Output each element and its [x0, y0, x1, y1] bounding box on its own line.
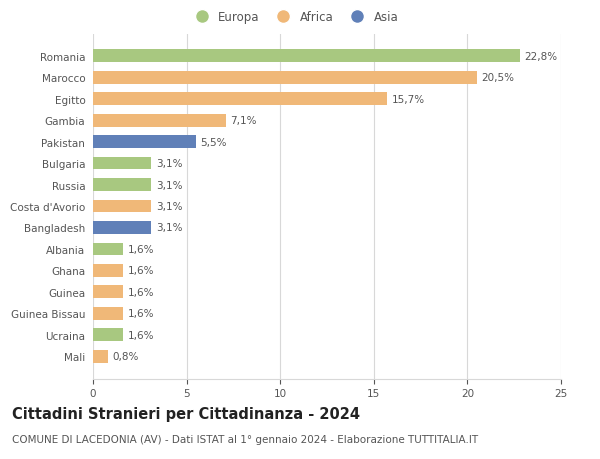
Text: 20,5%: 20,5% — [481, 73, 514, 83]
Text: 22,8%: 22,8% — [524, 51, 557, 62]
Text: 1,6%: 1,6% — [128, 245, 154, 254]
Bar — [93, 136, 196, 149]
Text: 1,6%: 1,6% — [128, 309, 154, 319]
Bar — [93, 307, 123, 320]
Text: 1,6%: 1,6% — [128, 287, 154, 297]
Bar — [93, 264, 123, 277]
Bar — [93, 50, 520, 63]
Bar — [93, 329, 123, 341]
Text: 1,6%: 1,6% — [128, 330, 154, 340]
Text: COMUNE DI LACEDONIA (AV) - Dati ISTAT al 1° gennaio 2024 - Elaborazione TUTTITAL: COMUNE DI LACEDONIA (AV) - Dati ISTAT al… — [12, 434, 478, 444]
Text: 7,1%: 7,1% — [230, 116, 257, 126]
Legend: Europa, Africa, Asia: Europa, Africa, Asia — [190, 11, 398, 24]
Bar — [93, 286, 123, 299]
Bar — [93, 222, 151, 235]
Text: 3,1%: 3,1% — [156, 202, 182, 212]
Bar — [93, 350, 108, 363]
Bar — [93, 114, 226, 127]
Text: Cittadini Stranieri per Cittadinanza - 2024: Cittadini Stranieri per Cittadinanza - 2… — [12, 406, 360, 421]
Bar — [93, 243, 123, 256]
Text: 1,6%: 1,6% — [128, 266, 154, 276]
Text: 5,5%: 5,5% — [200, 137, 227, 147]
Text: 3,1%: 3,1% — [156, 223, 182, 233]
Bar — [93, 93, 387, 106]
Bar — [93, 72, 477, 84]
Text: 3,1%: 3,1% — [156, 159, 182, 168]
Text: 3,1%: 3,1% — [156, 180, 182, 190]
Text: 15,7%: 15,7% — [392, 95, 425, 104]
Bar — [93, 200, 151, 213]
Bar — [93, 157, 151, 170]
Bar — [93, 179, 151, 191]
Text: 0,8%: 0,8% — [113, 352, 139, 362]
